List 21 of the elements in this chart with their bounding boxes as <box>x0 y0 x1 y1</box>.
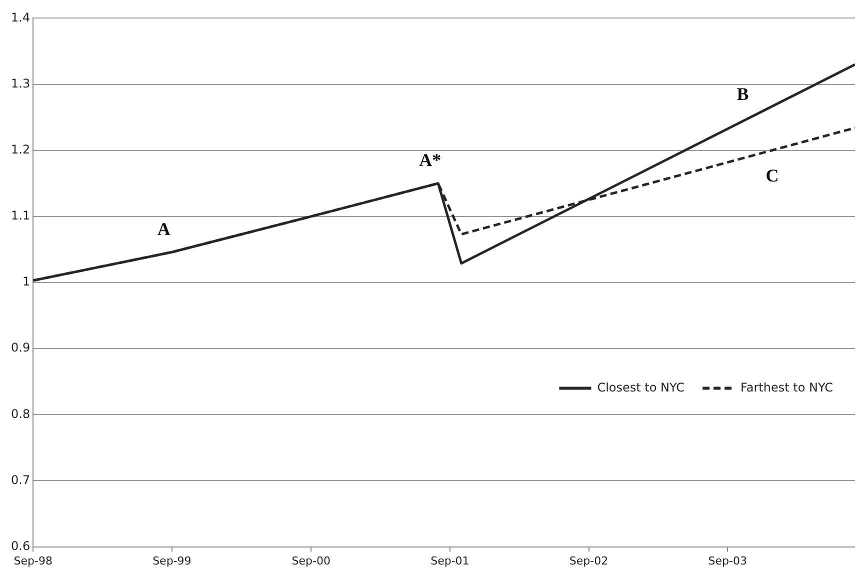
x-tick-label: Sep-02 <box>569 554 608 568</box>
y-tick-label: 0.8 <box>10 406 30 421</box>
x-tick-label: Sep-99 <box>152 554 192 568</box>
x-tick-label: Sep-03 <box>708 554 747 568</box>
y-tick-label: 1.4 <box>10 10 30 24</box>
annotation: A* <box>419 150 442 170</box>
x-tick-label: Sep-00 <box>292 554 330 568</box>
annotation: C <box>766 166 779 186</box>
y-tick-label: 0.9 <box>10 340 30 355</box>
legend-label: Farthest to NYC <box>740 380 834 394</box>
annotation: A <box>157 218 170 239</box>
y-tick-label: 1 <box>22 274 30 289</box>
y-tick-label: 1.3 <box>10 76 30 90</box>
legend-label: Closest to NYC <box>597 380 685 394</box>
x-tick-label: Sep-98 <box>14 554 52 568</box>
x-tick-label: Sep-01 <box>430 554 470 568</box>
y-tick-label: 0.7 <box>10 472 30 487</box>
y-tick-label: 1.1 <box>10 208 30 223</box>
annotation: B <box>736 84 749 104</box>
y-tick-label: 1.2 <box>10 142 30 156</box>
y-tick-label: 0.6 <box>10 538 30 553</box>
